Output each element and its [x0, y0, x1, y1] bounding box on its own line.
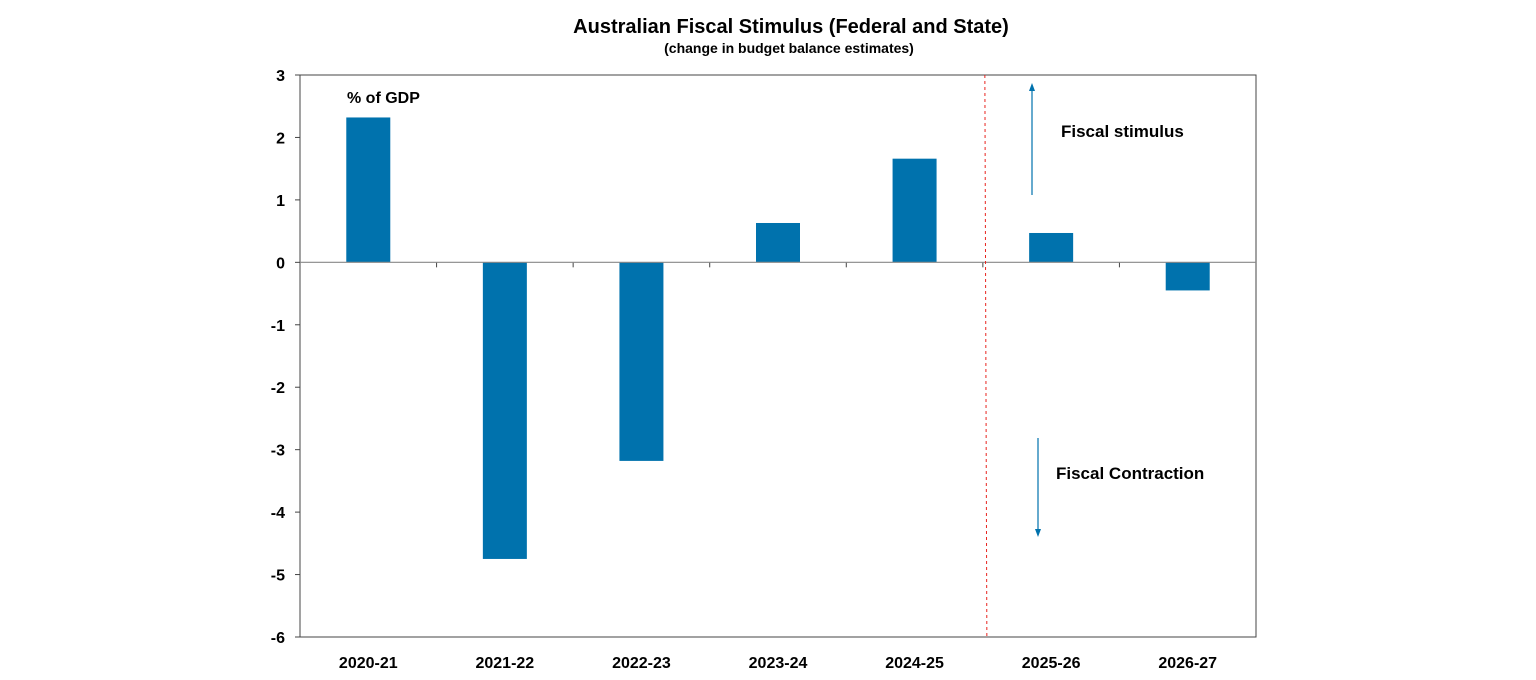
y-tick-label: -4	[271, 505, 285, 522]
bar-2024-25	[892, 158, 937, 263]
y-tick-label: -6	[271, 630, 285, 647]
y-axis-label: % of GDP	[347, 90, 420, 107]
fiscal-contraction-label: Fiscal Contraction	[1056, 464, 1204, 483]
y-tick-label: -5	[271, 568, 285, 585]
y-tick-label: 3	[276, 68, 285, 85]
x-tick-label: 2023-24	[749, 655, 808, 672]
bar-2022-23	[619, 262, 664, 461]
fiscal-stimulus-label: Fiscal stimulus	[1061, 122, 1184, 141]
x-tick-label: 2026-27	[1158, 655, 1217, 672]
y-tick-label: -2	[271, 380, 285, 397]
bar-2021-22	[482, 262, 527, 559]
forecast-divider	[984, 74, 988, 638]
y-tick-label: -3	[271, 443, 285, 460]
bar-2020-21	[346, 117, 391, 263]
plot-area	[299, 74, 1257, 638]
bar-2023-24	[756, 222, 800, 263]
chart-title: Australian Fiscal Stimulus (Federal and …	[573, 16, 1009, 38]
y-tick-label: 1	[276, 193, 285, 210]
x-tick-label: 2020-21	[339, 655, 398, 672]
x-tick-label: 2021-22	[475, 655, 534, 672]
chart-subtitle: (change in budget balance estimates)	[664, 40, 914, 56]
y-tick-label: 0	[276, 255, 285, 272]
bar-2026-27	[1165, 262, 1210, 291]
contraction-arrow	[1035, 438, 1041, 537]
stimulus-arrow	[1029, 83, 1035, 195]
y-tick-label: 2	[276, 130, 285, 147]
y-tick-label: -1	[271, 318, 285, 335]
x-tick-label: 2024-25	[885, 655, 944, 672]
x-tick-label: 2022-23	[612, 655, 671, 672]
x-tick-label: 2025-26	[1022, 655, 1081, 672]
bar-2025-26	[1029, 232, 1074, 263]
